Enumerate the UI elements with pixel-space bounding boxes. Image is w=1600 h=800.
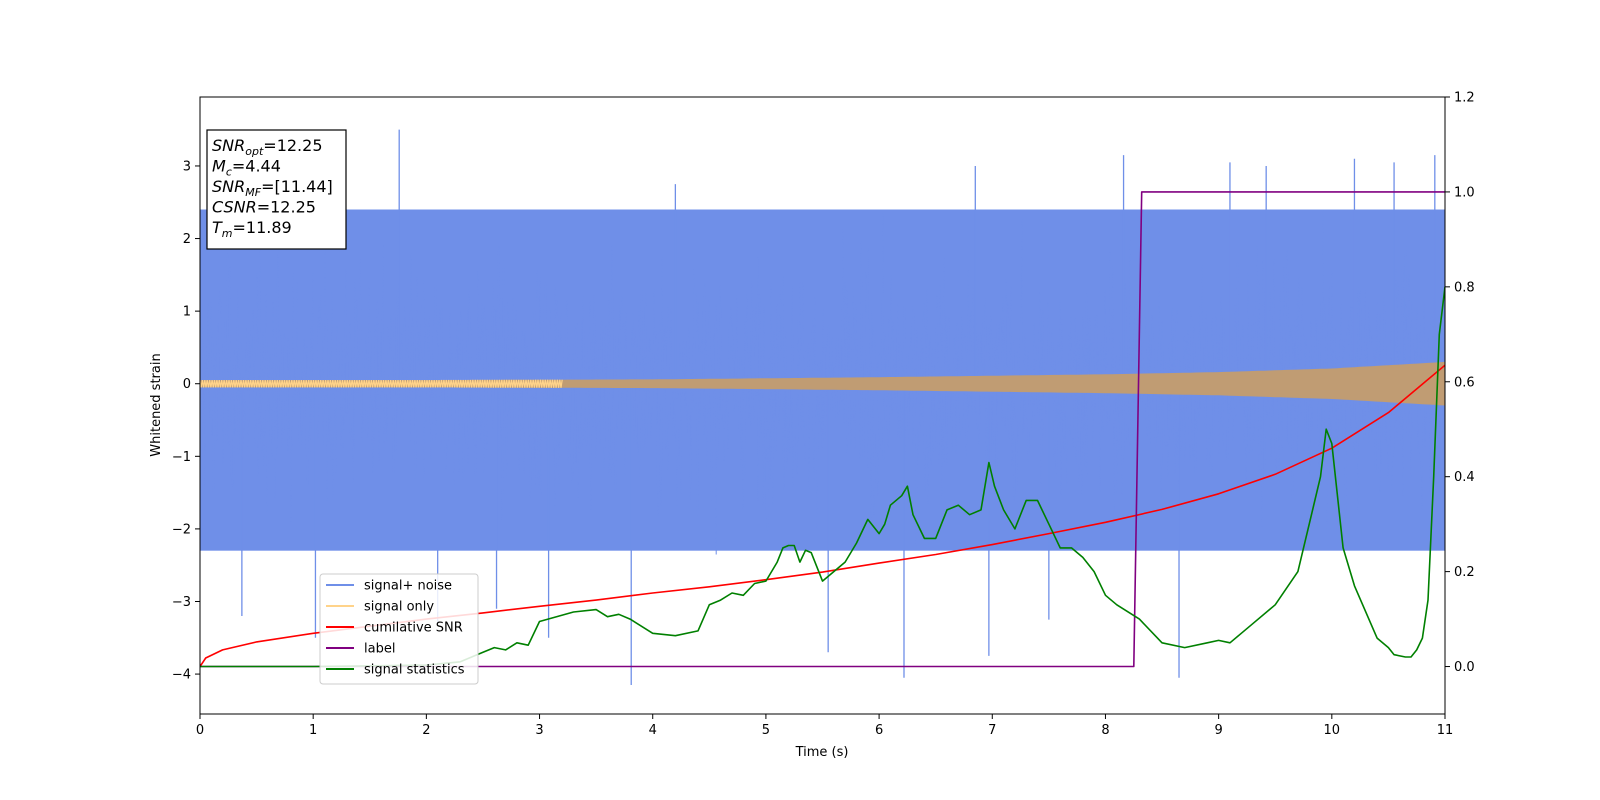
plot-frame <box>199 96 1446 715</box>
x-tick-label: 8 <box>1101 723 1109 738</box>
x-axis: 0 1 2 3 4 5 6 7 8 9 10 11 <box>196 714 1453 738</box>
plot-area <box>200 129 1445 685</box>
legend-label: signal+ noise <box>364 579 452 594</box>
y2-tick-label: 1.0 <box>1454 185 1475 200</box>
x-tick-label: 10 <box>1324 723 1341 738</box>
annotation-line: SNRMF=[11.44] <box>212 177 333 199</box>
annotation-subscript: opt <box>245 145 264 158</box>
annotation-value: =[11.44] <box>261 177 333 196</box>
metrics-annotation: SNRopt=12.25Mc=4.44SNRMF=[11.44]CSNR=12.… <box>206 129 347 250</box>
annotation-symbol: SNR <box>212 177 245 196</box>
signal-oscillation <box>200 379 563 388</box>
signal-only-series <box>200 361 1445 406</box>
y-tick-label: 3 <box>183 159 191 174</box>
x-tick-label: 4 <box>649 723 657 738</box>
annotation-symbol: CSNR <box>212 198 257 217</box>
annotation-value: =11.89 <box>233 218 292 237</box>
y-axis-label: Whitened strain <box>149 353 164 456</box>
signal-statistics-line <box>200 286 1445 668</box>
label-line <box>200 191 1445 668</box>
noise-trace <box>200 210 1445 555</box>
y-tick-label: −3 <box>172 595 191 610</box>
annotation-line: CSNR=12.25 <box>212 198 316 217</box>
x-tick-label: 3 <box>535 723 543 738</box>
annotation-value: =12.25 <box>257 198 316 217</box>
annotation-value: =12.25 <box>263 136 322 155</box>
x-tick-label: 6 <box>875 723 883 738</box>
y-tick-label: 0 <box>183 377 191 392</box>
y2-tick-label: 0.6 <box>1454 375 1475 390</box>
annotation-subscript: c <box>226 166 232 179</box>
y2-tick-label: 0.4 <box>1454 470 1475 485</box>
y-tick-label: 2 <box>183 232 191 247</box>
legend-label: cumilative SNR <box>364 621 463 636</box>
y2-tick-label: 1.2 <box>1454 91 1475 106</box>
x-tick-label: 11 <box>1437 723 1454 738</box>
y-axis-right: 0.0 0.2 0.4 0.6 0.8 1.0 1.2 <box>1445 91 1475 675</box>
right-axis-series <box>200 191 1445 668</box>
x-tick-label: 7 <box>988 723 996 738</box>
annotation-subscript: MF <box>245 186 261 199</box>
annotation-frame <box>206 129 347 250</box>
legend-label: signal only <box>364 600 434 615</box>
y2-tick-label: 0.0 <box>1454 660 1475 675</box>
x-tick-label: 5 <box>762 723 770 738</box>
annotation-symbol: SNR <box>212 136 245 155</box>
x-tick-label: 1 <box>309 723 317 738</box>
annotation-value: =4.44 <box>232 157 281 176</box>
legend-frame <box>319 573 479 685</box>
x-tick-label: 2 <box>422 723 430 738</box>
annotation-subscript: m <box>222 227 233 240</box>
annotation-line: Mc=4.44 <box>212 157 281 179</box>
legend-label: signal statistics <box>364 663 465 678</box>
x-tick-label: 9 <box>1214 723 1222 738</box>
y-tick-label: −4 <box>172 668 191 683</box>
x-tick-label: 0 <box>196 723 204 738</box>
y2-tick-label: 0.8 <box>1454 280 1475 295</box>
x-axis-label: Time (s) <box>795 745 849 760</box>
y-axis-left: −4 −3 −2 −1 0 1 2 3 <box>172 159 200 683</box>
y-tick-label: 1 <box>183 305 191 320</box>
annotation-symbol: T <box>212 218 223 237</box>
y-tick-label: −2 <box>172 522 191 537</box>
y-tick-label: −1 <box>172 450 191 465</box>
y2-tick-label: 0.2 <box>1454 565 1475 580</box>
annotation-symbol: M <box>212 157 226 176</box>
legend: signal+ noise signal only cumilative SNR la… <box>319 573 479 685</box>
annotation-line: SNRopt=12.25 <box>212 136 323 158</box>
legend-label: label <box>364 642 395 657</box>
signal-envelope <box>200 361 1445 406</box>
annotation-line: Tm=11.89 <box>212 218 292 240</box>
